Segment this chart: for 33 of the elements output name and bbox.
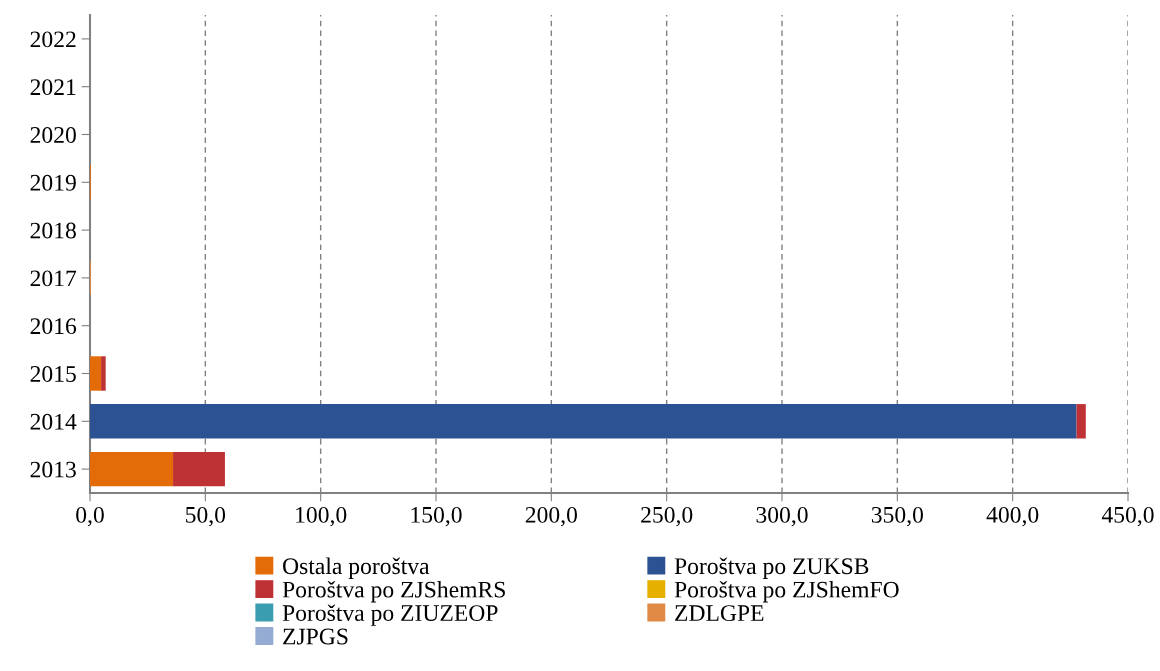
y-tick-label: 2022: [30, 31, 76, 48]
x-tick-label: 50,0: [186, 506, 226, 527]
legend-label: Ostala poroštva: [283, 557, 430, 579]
legend-label: ZJPGS: [283, 628, 348, 645]
y-tick-label: 2019: [30, 174, 76, 191]
x-tick-label: 150,0: [411, 506, 462, 527]
bar: [173, 451, 225, 487]
x-tick-label: 100,0: [296, 506, 347, 527]
legend-label: Poroštva po ZUKSB: [674, 557, 869, 579]
x-tick-label: 0,0: [76, 506, 104, 527]
y-tick-label: 2016: [30, 318, 77, 335]
x-tick-label: 250,0: [641, 506, 693, 527]
bar: [101, 356, 106, 391]
legend-label: Poroštva po ZJShemRS: [282, 580, 505, 603]
x-tick-label: 300,0: [756, 506, 808, 527]
x-tick-label: 350,0: [871, 506, 923, 527]
legend-label: Poroštva po ZJShemFO: [674, 580, 899, 603]
bar: [90, 404, 1077, 439]
y-tick-label: 2020: [30, 126, 76, 143]
x-tick-label: 400,0: [986, 506, 1039, 527]
y-tick-label: 2013: [30, 461, 76, 478]
y-tick-label: 2021: [30, 79, 76, 96]
y-tick-label: 2017: [30, 270, 77, 287]
x-tick-label: 200,0: [525, 506, 577, 527]
bar: [90, 356, 102, 391]
y-tick-label: 2015: [30, 365, 76, 382]
bar: [1076, 404, 1086, 439]
bar: [90, 451, 174, 487]
y-tick-label: 2018: [30, 222, 76, 239]
legend-label: ZDLGPE: [675, 605, 764, 622]
x-tick-label: 450,0: [1101, 506, 1154, 527]
y-tick-label: 2014: [30, 413, 77, 430]
legend-label: Poroštva po ZIUZEOP: [282, 604, 498, 626]
